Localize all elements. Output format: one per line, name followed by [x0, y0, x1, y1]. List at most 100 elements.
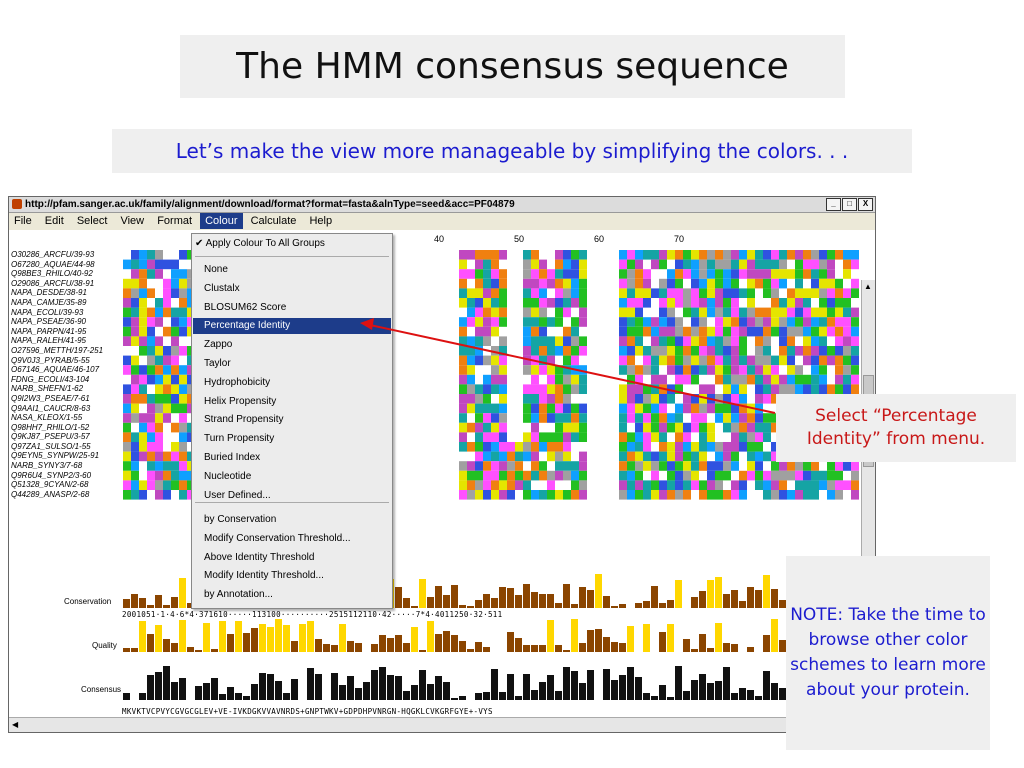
sequence-id[interactable]: FDNG_ECOLI/43-104	[11, 374, 90, 384]
minimize-button[interactable]: _	[826, 198, 841, 211]
menu-apply-colour-all[interactable]: ✔ Apply Colour To All Groups	[195, 238, 325, 249]
residue-cell	[139, 374, 147, 385]
residue-cell	[123, 432, 131, 442]
sequence-id[interactable]: O27596_METTH/197-251	[11, 345, 104, 355]
sequence-id[interactable]: NARB_SHEFN/1-62	[11, 384, 84, 394]
sequence-id[interactable]: NAPA_ECOLI/39-93	[11, 307, 84, 317]
annotation-bar	[627, 667, 634, 700]
menu-item-blosum62-score[interactable]: BLOSUM62 Score	[204, 301, 287, 313]
residue-cell	[827, 461, 835, 471]
residue-cell	[707, 250, 715, 260]
residue-cell	[691, 470, 699, 481]
residue-cell	[851, 278, 859, 289]
sequence-id[interactable]: Q9AAI1_CAUCR/8-63	[11, 403, 91, 413]
menu-view[interactable]: View	[120, 215, 145, 227]
maximize-button[interactable]: □	[842, 198, 857, 211]
menu-item-modify-conservation-threshold[interactable]: Modify Conservation Threshold...	[204, 532, 351, 544]
alignment-grid[interactable]	[123, 250, 863, 502]
residue-cell	[755, 461, 763, 471]
sequence-id[interactable]: NAPA_RALEH/41-95	[11, 336, 86, 346]
sequence-id[interactable]: Q44289_ANASP/2-68	[11, 489, 90, 499]
residue-cell	[779, 278, 787, 289]
menu-item-hydrophobicity[interactable]: Hydrophobicity	[204, 376, 271, 388]
annotation-bar	[683, 639, 690, 652]
residue-cell	[459, 490, 467, 500]
sequence-id[interactable]: Q51328_9CYAN/2-68	[11, 480, 89, 490]
menu-item-buried-index[interactable]: Buried Index	[204, 452, 261, 463]
menu-item-zappo[interactable]: Zappo	[204, 339, 233, 351]
scroll-up-icon[interactable]: ▲	[864, 282, 872, 291]
residue-cell	[491, 461, 499, 471]
residue-cell	[619, 288, 627, 298]
scroll-left-icon[interactable]: ◀	[12, 720, 19, 729]
menu-item-strand-propensity[interactable]: Strand Propensity	[204, 414, 284, 426]
sequence-id[interactable]: Q9EYN5_SYNPW/25-91	[11, 451, 100, 461]
sequence-id[interactable]: Q9R6U4_SYNP2/3-60	[11, 470, 92, 480]
sequence-id[interactable]: Q9KJ87_PSEPU/3-57	[11, 432, 90, 442]
sequence-id[interactable]: NASA_KLEOX/1-55	[11, 413, 83, 423]
residue-cell	[139, 451, 147, 462]
menu-item-none[interactable]: None	[204, 264, 228, 275]
menu-item-by-conservation[interactable]: by Conservation	[204, 514, 277, 525]
sequence-id[interactable]: Q98BE3_RHILO/40-92	[11, 269, 93, 279]
menu-file[interactable]: File	[14, 215, 32, 227]
residue-cell	[739, 432, 747, 442]
sequence-id[interactable]: Q98HH7_RHILO/1-52	[11, 422, 90, 432]
residue-cell	[779, 355, 787, 366]
residue-cell	[803, 490, 811, 500]
residue-cell	[779, 384, 787, 394]
residue-cell	[539, 288, 547, 298]
menu-item-clustalx[interactable]: Clustalx	[204, 282, 240, 294]
menu-help[interactable]: Help	[309, 215, 333, 227]
annotation-bar	[347, 676, 354, 700]
menu-select[interactable]: Select	[76, 215, 108, 227]
horizontal-scrollbar[interactable]: ◀	[9, 717, 875, 732]
sequence-id[interactable]: Q9I2W3_PSEAE/7-61	[11, 393, 90, 403]
sequence-id[interactable]: NAPA_PSEAE/36-90	[11, 317, 87, 327]
residue-cell	[723, 259, 731, 270]
residue-cell	[131, 461, 139, 471]
close-button[interactable]: X	[858, 198, 873, 211]
residue-cell	[555, 461, 563, 471]
menu-item-percentage-identity[interactable]: Percentage Identity	[193, 318, 391, 335]
residue-cell	[171, 326, 179, 337]
menu-calculate[interactable]: Calculate	[250, 215, 297, 227]
residue-cell	[491, 432, 499, 442]
sequence-id[interactable]: O67280_AQUAE/44-98	[11, 259, 95, 269]
menu-item-above-identity-threshold[interactable]: Above Identity Threshold	[204, 551, 315, 563]
sequence-id[interactable]: Q9V0J3_PYRAB/5-55	[11, 355, 90, 365]
menu-item-helix-propensity[interactable]: Helix Propensity	[204, 395, 277, 407]
residue-cell	[579, 317, 587, 327]
menu-item-turn-propensity[interactable]: Turn Propensity	[204, 433, 275, 445]
sequence-id[interactable]: O67146_AQUAE/46-107	[11, 365, 100, 375]
sequence-id[interactable]: Q97ZA1_SULSO/1-55	[11, 441, 91, 451]
menu-item-user-defined[interactable]: User Defined...	[204, 489, 271, 501]
menu-edit[interactable]: Edit	[44, 215, 64, 227]
residue-cell	[715, 288, 723, 298]
residue-cell	[659, 307, 667, 318]
sequence-id[interactable]: NAPA_DESDE/38-91	[11, 288, 87, 298]
annotation-bar	[355, 688, 362, 700]
residue-cell	[635, 470, 643, 481]
menu-colour[interactable]: Colour	[200, 213, 243, 229]
sequence-id[interactable]: NARB_SYNY3/7-68	[11, 461, 83, 471]
residue-cell	[643, 413, 651, 423]
residue-cell	[571, 278, 579, 289]
residue-cell	[779, 298, 787, 308]
sequence-id[interactable]: NAPA_CAMJE/35-89	[11, 297, 87, 307]
residue-cell	[827, 307, 835, 318]
menu-item-nucleotide[interactable]: Nucleotide	[204, 470, 252, 482]
sequence-id[interactable]: O30286_ARCFU/39-93	[11, 250, 95, 259]
sequence-id[interactable]: O29086_ARCFU/38-91	[11, 278, 95, 288]
menu-item-taylor[interactable]: Taylor	[204, 358, 231, 369]
sequence-id[interactable]: NAPA_PARPN/41-95	[11, 326, 87, 336]
residue-cell	[723, 336, 731, 346]
residue-cell	[179, 413, 187, 423]
residue-cell	[739, 355, 747, 366]
residue-cell	[619, 336, 627, 346]
residue-cell	[763, 269, 771, 279]
menu-format[interactable]: Format	[157, 215, 193, 227]
menu-item-by-annotation[interactable]: by Annotation...	[204, 589, 273, 601]
menu-item-modify-identity-threshold[interactable]: Modify Identity Threshold...	[204, 570, 324, 582]
residue-cell	[835, 365, 843, 375]
